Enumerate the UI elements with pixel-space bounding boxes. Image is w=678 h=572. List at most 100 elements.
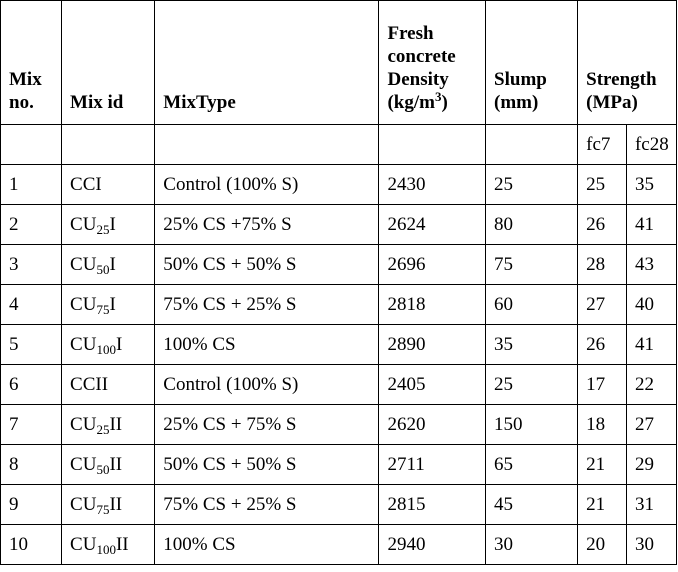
cell-density: 2620	[378, 404, 487, 445]
cell-slump: 45	[485, 484, 579, 525]
table-row: 3 CU50I 50% CS + 50% S 2696 75 28 43	[0, 244, 678, 285]
cell-mix-id: CU75II	[61, 484, 156, 525]
mix-id-subscript: 25	[96, 421, 110, 437]
cell-fc7: 25	[577, 164, 627, 205]
subheader-empty-3	[154, 124, 380, 165]
table-row: 5 CU100I 100% CS 2890 35 26 41	[0, 324, 678, 365]
cell-mix-no: 6	[0, 364, 63, 405]
cell-mix-id: CCI	[61, 164, 156, 205]
table-row: 9 CU75II 75% CS + 25% S 2815 45 21 31	[0, 484, 678, 525]
cell-mix-no: 8	[0, 444, 63, 485]
mix-id-base: CU	[70, 213, 97, 235]
cell-slump: 25	[485, 164, 579, 205]
cell-slump: 80	[485, 204, 579, 245]
cell-mix-type: 25% CS +75% S	[154, 204, 380, 245]
cell-slump: 75	[485, 244, 579, 285]
cell-mix-no: 7	[0, 404, 63, 445]
cell-density: 2890	[378, 324, 487, 365]
cell-fc28: 29	[625, 444, 678, 485]
subheader-empty-1	[0, 124, 63, 165]
mix-id-base: CU	[70, 493, 97, 515]
cell-fc7: 20	[577, 524, 627, 565]
mix-id-base: CCI	[70, 173, 102, 195]
header-mix-id: Mix id	[61, 0, 156, 125]
cell-slump: 35	[485, 324, 579, 365]
cell-mix-id: CU100I	[61, 324, 156, 365]
cell-mix-type: 50% CS + 50% S	[154, 444, 380, 485]
cell-mix-id: CU25II	[61, 404, 156, 445]
cell-fc28: 27	[625, 404, 678, 445]
mix-id-suffix: I	[109, 213, 116, 235]
header-density-close: )	[441, 92, 448, 113]
cell-fc28: 22	[625, 364, 678, 405]
header-mix-type: MixType	[154, 0, 380, 125]
cell-mix-no: 9	[0, 484, 63, 525]
cell-mix-type: Control (100% S)	[154, 164, 380, 205]
table-row: 6 CCII Control (100% S) 2405 25 17 22	[0, 364, 678, 405]
mix-id-base: CU	[70, 293, 97, 315]
cell-mix-id: CU100II	[61, 524, 156, 565]
cell-fc28: 30	[625, 524, 678, 565]
table-subheader-row: fc7 fc28	[0, 124, 678, 165]
mix-id-subscript: 75	[96, 501, 110, 517]
cell-fc28: 40	[625, 284, 678, 325]
cell-mix-no: 3	[0, 244, 63, 285]
cell-fc7: 18	[577, 404, 627, 445]
mix-id-subscript: 50	[96, 461, 110, 477]
subheader-fc28: fc28	[625, 124, 678, 165]
cell-fc7: 21	[577, 484, 627, 525]
table-row: 1 CCI Control (100% S) 2430 25 25 35	[0, 164, 678, 205]
header-strength: Strength (MPa)	[577, 0, 677, 125]
cell-slump: 60	[485, 284, 579, 325]
cell-mix-id: CU50I	[61, 244, 156, 285]
subheader-empty-2	[61, 124, 156, 165]
cell-mix-id: CU25I	[61, 204, 156, 245]
header-slump: Slump (mm)	[485, 0, 579, 125]
cell-mix-no: 5	[0, 324, 63, 365]
cell-density: 2815	[378, 484, 487, 525]
mix-id-base: CCII	[70, 373, 109, 395]
cell-fc28: 43	[625, 244, 678, 285]
cell-fc28: 41	[625, 324, 678, 365]
cell-density: 2624	[378, 204, 487, 245]
cell-mix-type: 100% CS	[154, 524, 380, 565]
mix-id-subscript: 75	[96, 301, 110, 317]
header-density-superscript: 3	[434, 89, 442, 104]
table-row: 7 CU25II 25% CS + 75% S 2620 150 18 27	[0, 404, 678, 445]
mix-id-suffix: II	[109, 493, 123, 515]
cell-mix-type: 100% CS	[154, 324, 380, 365]
mix-id-suffix: I	[109, 253, 116, 275]
mix-id-suffix: II	[109, 453, 123, 475]
table-row: 4 CU75I 75% CS + 25% S 2818 60 27 40	[0, 284, 678, 325]
cell-mix-type: 25% CS + 75% S	[154, 404, 380, 445]
subheader-empty-4	[378, 124, 487, 165]
cell-density: 2711	[378, 444, 487, 485]
cell-mix-type: Control (100% S)	[154, 364, 380, 405]
cell-mix-no: 2	[0, 204, 63, 245]
cell-mix-type: 75% CS + 25% S	[154, 284, 380, 325]
cell-density: 2405	[378, 364, 487, 405]
cell-fc28: 35	[625, 164, 678, 205]
cell-slump: 65	[485, 444, 579, 485]
cell-density: 2940	[378, 524, 487, 565]
mix-id-base: CU	[70, 253, 97, 275]
cell-mix-type: 75% CS + 25% S	[154, 484, 380, 525]
cell-slump: 25	[485, 364, 579, 405]
cell-density: 2818	[378, 284, 487, 325]
cell-fc28: 41	[625, 204, 678, 245]
mix-id-suffix: I	[109, 293, 116, 315]
cell-mix-type: 50% CS + 50% S	[154, 244, 380, 285]
mix-id-subscript: 100	[96, 341, 116, 357]
cell-mix-no: 10	[0, 524, 63, 565]
table-row: 2 CU25I 25% CS +75% S 2624 80 26 41	[0, 204, 678, 245]
cell-fc28: 31	[625, 484, 678, 525]
cell-fc7: 26	[577, 204, 627, 245]
cell-density: 2696	[378, 244, 487, 285]
mix-id-base: CU	[70, 533, 97, 555]
table-body: 1 CCI Control (100% S) 2430 25 25 35 2 C…	[0, 164, 678, 565]
mix-id-suffix: II	[115, 533, 129, 555]
cell-fc7: 26	[577, 324, 627, 365]
table-row: 8 CU50II 50% CS + 50% S 2711 65 21 29	[0, 444, 678, 485]
